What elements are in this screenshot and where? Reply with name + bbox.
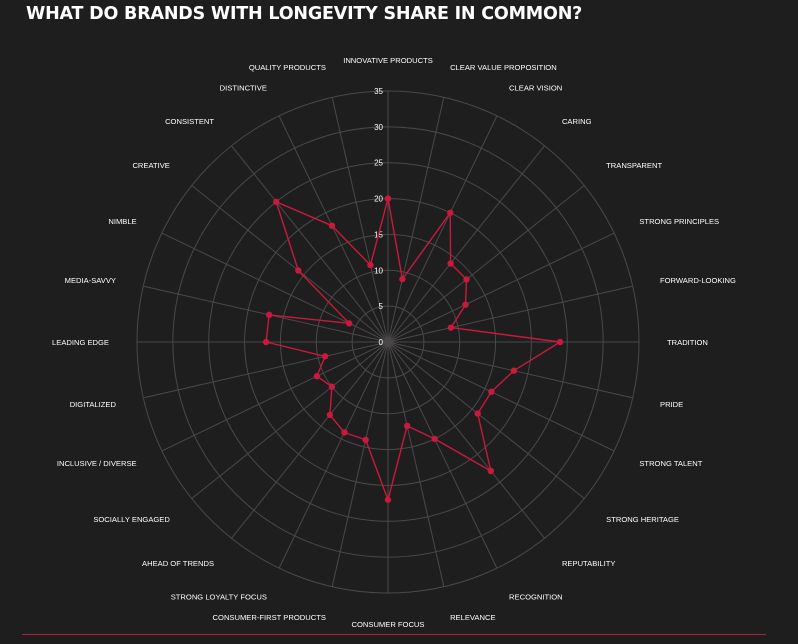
data-point bbox=[462, 301, 469, 308]
grid-spoke bbox=[331, 341, 389, 587]
grid-spoke bbox=[191, 185, 389, 343]
radar-grid bbox=[136, 90, 640, 594]
data-point bbox=[265, 311, 273, 319]
category-label: CARING bbox=[562, 117, 592, 126]
data-point bbox=[321, 353, 329, 360]
data-point bbox=[313, 373, 321, 380]
category-label: STRONG PRINCIPLES bbox=[639, 217, 719, 226]
category-label: STRONG LOYALTY FOCUS bbox=[171, 592, 267, 601]
grid-spoke bbox=[387, 285, 633, 343]
chart-title: WHAT DO BRANDS WITH LONGEVITY SHARE IN C… bbox=[26, 4, 583, 24]
grid-spoke bbox=[387, 341, 615, 452]
category-label: STRONG HERITAGE bbox=[606, 515, 679, 524]
data-point bbox=[447, 260, 454, 267]
data-point bbox=[384, 496, 392, 503]
category-label: STRONG TALENT bbox=[639, 459, 702, 468]
category-label: CONSISTENT bbox=[165, 117, 214, 126]
grid-spoke bbox=[143, 341, 389, 399]
category-label: INNOVATIVE PRODUCTS bbox=[343, 56, 433, 65]
category-label: AHEAD OF TRENDS bbox=[142, 559, 214, 568]
radial-tick-label: 10 bbox=[374, 266, 383, 275]
grid-spoke bbox=[387, 145, 545, 343]
grid-spoke bbox=[387, 341, 545, 539]
grid-spoke bbox=[231, 341, 389, 539]
data-point bbox=[510, 367, 518, 374]
data-point bbox=[488, 388, 495, 395]
grid-spoke bbox=[231, 145, 389, 343]
data-point bbox=[367, 261, 374, 269]
category-label: FORWARD-LOOKING bbox=[660, 276, 736, 285]
radial-tick-label: 35 bbox=[374, 87, 383, 96]
data-point bbox=[556, 338, 564, 346]
category-label: TRADITION bbox=[667, 338, 708, 347]
grid-spoke bbox=[161, 341, 389, 452]
bottom-divider bbox=[22, 634, 766, 635]
grid-spoke bbox=[387, 341, 498, 569]
grid-spoke bbox=[278, 341, 389, 569]
category-label: CREATIVE bbox=[132, 161, 169, 170]
data-point bbox=[262, 338, 270, 346]
category-labels: INNOVATIVE PRODUCTS CLEAR VALUE PROPOSITI… bbox=[52, 56, 736, 629]
grid-spoke bbox=[387, 341, 633, 399]
data-point bbox=[328, 383, 336, 390]
category-label: CLEAR VALUE PROPOSITION bbox=[450, 63, 557, 72]
data-point bbox=[273, 198, 280, 206]
category-label: RECOGNITION bbox=[509, 592, 563, 601]
grid-spoke bbox=[387, 341, 445, 587]
grid-spoke bbox=[143, 285, 389, 343]
data-point bbox=[447, 324, 455, 331]
data-point bbox=[447, 209, 454, 216]
grid-spoke bbox=[331, 97, 389, 343]
radial-tick-label: 25 bbox=[374, 159, 383, 168]
category-label: NIMBLE bbox=[108, 217, 136, 226]
data-point bbox=[326, 411, 334, 419]
radial-tick-label: 5 bbox=[379, 302, 384, 311]
data-point bbox=[341, 429, 348, 436]
data-point bbox=[403, 422, 411, 430]
data-point bbox=[431, 435, 438, 443]
category-label: CONSUMER-FIRST PRODUCTS bbox=[213, 613, 326, 622]
category-label: QUALITY PRODUCTS bbox=[249, 63, 326, 72]
category-label: INCLUSIVE / DIVERSE bbox=[57, 459, 137, 468]
grid-spoke bbox=[387, 115, 498, 343]
category-label: TRANSPARENT bbox=[606, 161, 662, 170]
series-layer bbox=[262, 195, 564, 503]
data-point bbox=[487, 467, 495, 475]
radial-tick-label: 30 bbox=[374, 123, 383, 132]
category-label: DIGITALIZED bbox=[70, 400, 117, 409]
data-point bbox=[328, 222, 336, 229]
data-point bbox=[399, 275, 406, 283]
data-point bbox=[295, 267, 302, 274]
data-point bbox=[346, 320, 353, 327]
radial-tick-label: 20 bbox=[374, 195, 383, 204]
grid-spoke bbox=[387, 97, 445, 343]
grid-spoke bbox=[278, 115, 389, 343]
grid-spoke bbox=[191, 341, 389, 499]
category-label: SOCIALLY ENGAGED bbox=[93, 515, 170, 524]
grid-spoke bbox=[387, 185, 585, 343]
category-label: LEADING EDGE bbox=[52, 338, 109, 347]
category-label: PRIDE bbox=[660, 400, 683, 409]
radial-tick-label: 0 bbox=[379, 338, 384, 347]
grid-spoke bbox=[387, 232, 615, 343]
category-label: REPUTABILITY bbox=[562, 559, 615, 568]
category-label: MEDIA-SAVVY bbox=[65, 276, 116, 285]
grid-spoke bbox=[387, 341, 585, 499]
category-label: CLEAR VISION bbox=[509, 84, 562, 93]
category-label: RELEVANCE bbox=[450, 613, 495, 622]
data-point bbox=[384, 195, 392, 202]
grid-spoke bbox=[161, 232, 389, 343]
data-point bbox=[463, 276, 470, 283]
data-point bbox=[362, 436, 369, 444]
category-label: DISTINCTIVE bbox=[220, 84, 267, 93]
data-point bbox=[474, 410, 481, 417]
category-label: CONSUMER FOCUS bbox=[352, 620, 425, 629]
